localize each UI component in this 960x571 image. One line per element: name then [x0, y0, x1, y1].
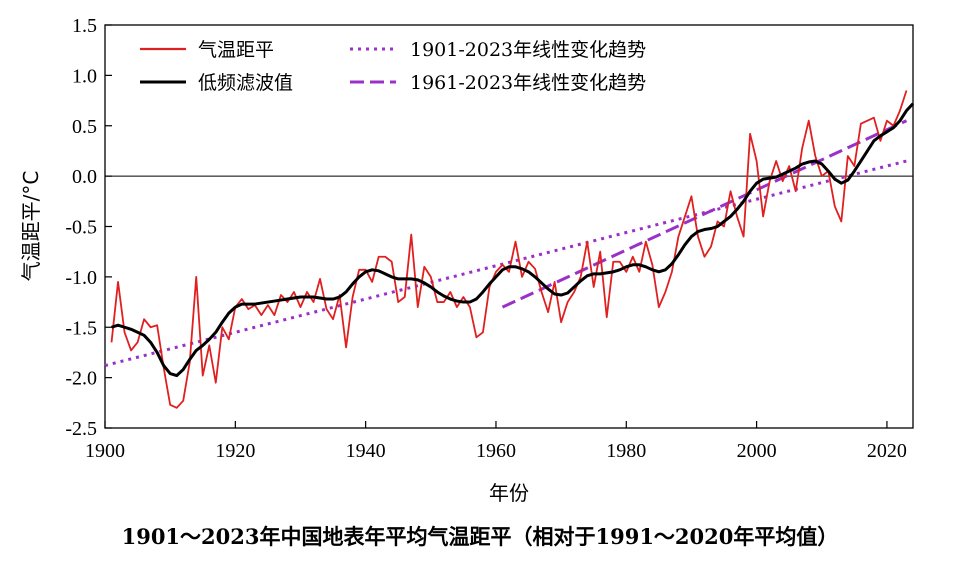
- legend-label-trend-1961: 1961-2023年线性变化趋势: [410, 72, 646, 94]
- y-tick-label: 1.5: [72, 15, 97, 37]
- series-layer: [104, 90, 915, 409]
- y-axis-title: 气温距平/°C: [19, 171, 43, 282]
- x-tick-label: 2020: [867, 440, 907, 462]
- x-tick-label: 1920: [215, 440, 255, 462]
- legend-label-trend-1901: 1901-2023年线性变化趋势: [410, 39, 646, 61]
- x-axis-title: 年份: [489, 481, 529, 505]
- y-tick-label: -1.5: [65, 317, 97, 339]
- x-axis-ticks: 1900 1920 1940 1960 1980 2000 2020: [85, 421, 907, 462]
- x-tick-label: 2000: [737, 440, 777, 462]
- y-tick-label: -2.5: [65, 418, 97, 440]
- y-tick-label: 0.0: [72, 166, 97, 188]
- legend-label-anomaly: 气温距平: [198, 39, 274, 61]
- legend: 气温距平 低频滤波值 1901-2023年线性变化趋势 1961-2023年线性…: [140, 39, 646, 94]
- y-tick-label: -1.0: [65, 267, 97, 289]
- x-tick-label: 1980: [606, 440, 646, 462]
- trend-line-1961-2023: [501, 119, 908, 309]
- x-tick-label: 1940: [346, 440, 386, 462]
- series-line-anomaly: [110, 90, 908, 409]
- y-tick-label: 0.5: [72, 116, 97, 138]
- y-axis-ticks: -2.5 -2.0 -1.5 -1.0 -0.5 0.0 0.5 1.0 1.5: [65, 15, 112, 440]
- series-line-lowpass: [111, 102, 915, 378]
- temperature-anomaly-chart: 1900 1920 1940 1960 1980 2000 2020 -2.5 -2.0 -1.…: [19, 15, 915, 505]
- y-tick-label: -2.0: [65, 368, 97, 390]
- x-tick-label: 1960: [476, 440, 516, 462]
- trend-line-1901-2023: [104, 159, 907, 367]
- y-tick-label: 1.0: [72, 65, 97, 87]
- x-tick-label: 1900: [85, 440, 125, 462]
- y-tick-label: -0.5: [65, 217, 97, 239]
- figure-caption: 1901～2023年中国地表年平均气温距平（相对于1991～2020年平均值）: [121, 524, 839, 549]
- legend-label-filter: 低频滤波值: [198, 72, 293, 94]
